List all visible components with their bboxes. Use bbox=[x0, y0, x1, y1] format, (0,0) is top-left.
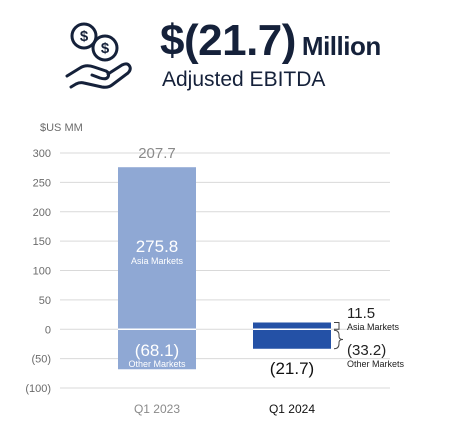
bar-other-markets bbox=[253, 329, 331, 349]
y-tick-label: 100 bbox=[33, 266, 51, 278]
series-label-other-q1-2024: Other Markets bbox=[347, 359, 405, 369]
headline: $(21.7) Million bbox=[160, 16, 381, 66]
bars bbox=[118, 167, 331, 370]
series-label-asia-q1-2023: Asia Markets bbox=[131, 256, 184, 266]
y-tick-label: 200 bbox=[33, 207, 51, 219]
svg-text:$: $ bbox=[101, 40, 110, 57]
headline-unit: Million bbox=[301, 31, 381, 61]
series-label-other-q1-2023: Other Markets bbox=[128, 359, 186, 369]
header: $ $ $(21.7) Million Adjusted EBITDA bbox=[0, 0, 457, 110]
y-tick-label: 0 bbox=[45, 324, 51, 336]
y-tick-label: 50 bbox=[39, 295, 51, 307]
value-label-other-q1-2024: (33.2) bbox=[347, 342, 386, 359]
total-label-q1-2024: (21.7) bbox=[270, 359, 314, 378]
y-tick-label: (50) bbox=[31, 354, 51, 366]
ebitda-bar-chart: $US MM 300 250 200 150 100 50 0 (50) (100) Q1 2023… bbox=[25, 122, 404, 416]
subtitle: Adjusted EBITDA bbox=[162, 68, 326, 91]
bar-other-markets bbox=[118, 329, 196, 370]
y-axis-unit-label: $US MM bbox=[40, 122, 83, 134]
y-tick-label: 300 bbox=[33, 148, 51, 160]
hand-holding-money-icon: $ $ bbox=[65, 22, 132, 89]
total-label-q1-2023: 207.7 bbox=[138, 145, 176, 162]
y-tick-label: 250 bbox=[33, 177, 51, 189]
bar-asia-markets bbox=[118, 167, 196, 330]
gridlines bbox=[60, 152, 390, 389]
svg-text:$: $ bbox=[80, 28, 89, 45]
value-label-other-q1-2023: (68.1) bbox=[135, 341, 179, 360]
x-category-label: Q1 2024 bbox=[269, 402, 315, 416]
bar-asia-markets bbox=[253, 322, 331, 330]
labels: $US MM 300 250 200 150 100 50 0 (50) (100) Q1 2023… bbox=[25, 122, 404, 416]
value-label-asia-q1-2023: 275.8 bbox=[136, 237, 179, 256]
headline-value: $(21.7) bbox=[160, 16, 296, 65]
series-label-asia-q1-2024: Asia Markets bbox=[347, 322, 400, 332]
bracket-other-q1-2024 bbox=[333, 329, 344, 350]
y-tick-label: 150 bbox=[33, 236, 51, 248]
value-label-asia-q1-2024: 11.5 bbox=[347, 305, 375, 322]
x-category-label: Q1 2023 bbox=[134, 402, 180, 416]
y-tick-label: (100) bbox=[25, 383, 51, 395]
bracket-asia-q1-2024 bbox=[334, 321, 340, 330]
